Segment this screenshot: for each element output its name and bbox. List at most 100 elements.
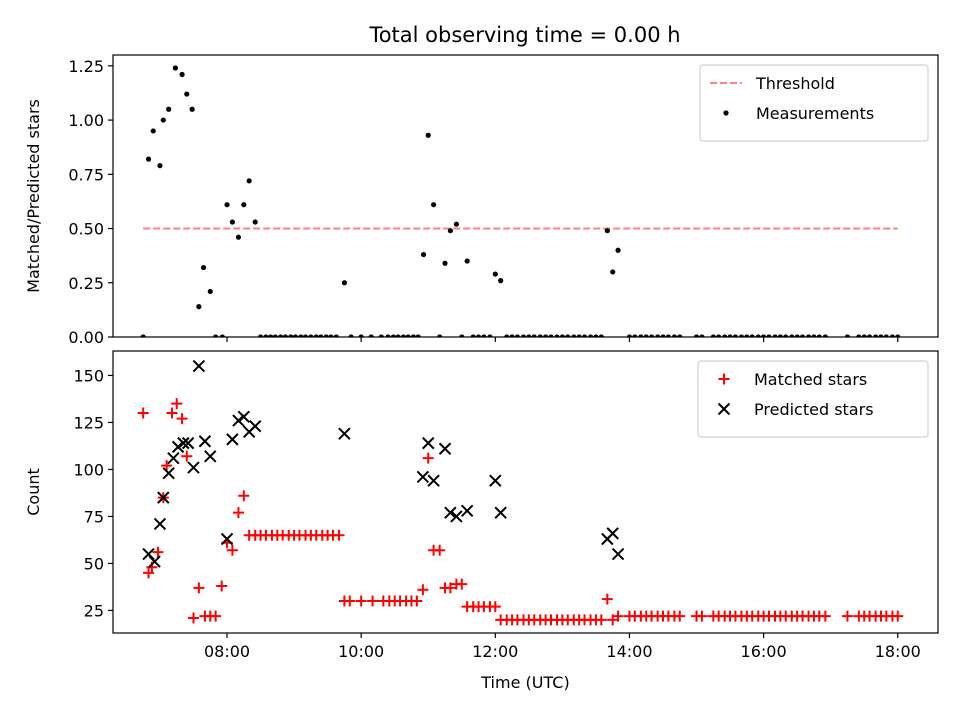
data-point [504,334,510,337]
data-point [171,440,185,454]
bottom-panel-counts: 25 50 75 100 125 150 08:00 10:00 12:00 14:00 16:00… [24,350,939,692]
data-point [481,334,487,337]
data-point [606,527,619,540]
data-point [593,334,599,337]
data-point [873,334,879,337]
data-point [235,234,242,240]
data-point [184,91,190,97]
data-point [489,601,501,613]
data-point [861,334,867,337]
data-point [313,334,319,337]
data-point [822,334,828,337]
data-point [571,334,577,337]
series-matched-stars [137,398,904,626]
data-point [841,610,853,622]
legend-x-swatch [717,402,731,416]
data-point [148,555,161,568]
series-predicted-stars [142,359,625,568]
data-point [755,334,761,337]
axes-frame [112,350,939,634]
x-tick-label: 08:00 [204,642,250,661]
data-point [444,506,457,519]
data-point [318,334,324,337]
data-point [422,436,435,450]
data-point [157,163,163,169]
data-point [492,271,498,277]
data-point [453,221,460,227]
data-point [152,546,164,558]
data-point [665,334,671,337]
data-point [422,452,434,464]
x-tick-label: 16:00 [741,642,787,661]
data-point [648,334,655,337]
y-tick-label: 75 [84,507,104,526]
data-point [355,595,367,607]
y-tick-label: 25 [84,601,104,620]
data-point [526,334,532,337]
data-point [431,202,437,208]
legend: Threshold Measurements [699,64,929,142]
data-point [677,334,683,337]
data-point [150,128,156,134]
data-point [487,334,493,337]
data-point [268,334,274,337]
x-axis-label: Time (UTC) [480,673,569,692]
data-point [789,334,795,337]
data-point [348,334,354,337]
legend-dot-swatch [723,110,729,116]
data-point [548,334,554,337]
data-point [643,334,649,337]
data-point [390,334,396,337]
data-point [196,304,202,310]
y-tick-label: 0.75 [68,165,104,184]
data-point [172,65,178,71]
plot-area [137,359,904,626]
data-point [610,269,616,275]
data-point [459,334,465,337]
data-point [587,334,594,337]
legend-label: Threshold [755,74,835,93]
data-point [856,334,862,337]
data-point [220,532,234,546]
data-point [772,334,778,337]
data-point [288,334,294,337]
data-point [145,156,152,162]
y-tick-label: 50 [84,554,104,573]
data-point [278,334,284,337]
data-point [358,334,364,337]
data-point [179,71,185,78]
data-point [744,334,750,337]
data-point [213,334,219,337]
data-point [696,610,708,622]
y-tick-label: 0.00 [68,328,104,347]
data-point [878,334,884,337]
data-point [241,202,247,208]
data-point [866,334,873,337]
data-point [282,334,288,337]
data-point [537,334,543,337]
data-point [799,334,806,337]
legend-label: Measurements [756,104,874,123]
data-point [207,288,213,295]
data-point [338,427,351,440]
data-point [710,334,716,337]
data-point [655,334,661,337]
data-point [416,470,430,484]
legend-label: Predicted stars [754,400,874,419]
data-point [200,264,207,271]
data-point [811,334,817,337]
y-axis-label: Matched/Predicted stars [24,99,43,293]
data-point [248,419,262,433]
data-point [232,507,244,519]
data-point [298,334,304,337]
data-point [176,413,188,425]
data-point [434,544,446,556]
legend-label: Matched stars [754,370,867,389]
data-point [716,334,722,337]
data-point [417,584,429,596]
data-point [738,334,745,337]
data-point [140,334,146,337]
data-point [189,106,195,112]
data-point [626,334,633,337]
